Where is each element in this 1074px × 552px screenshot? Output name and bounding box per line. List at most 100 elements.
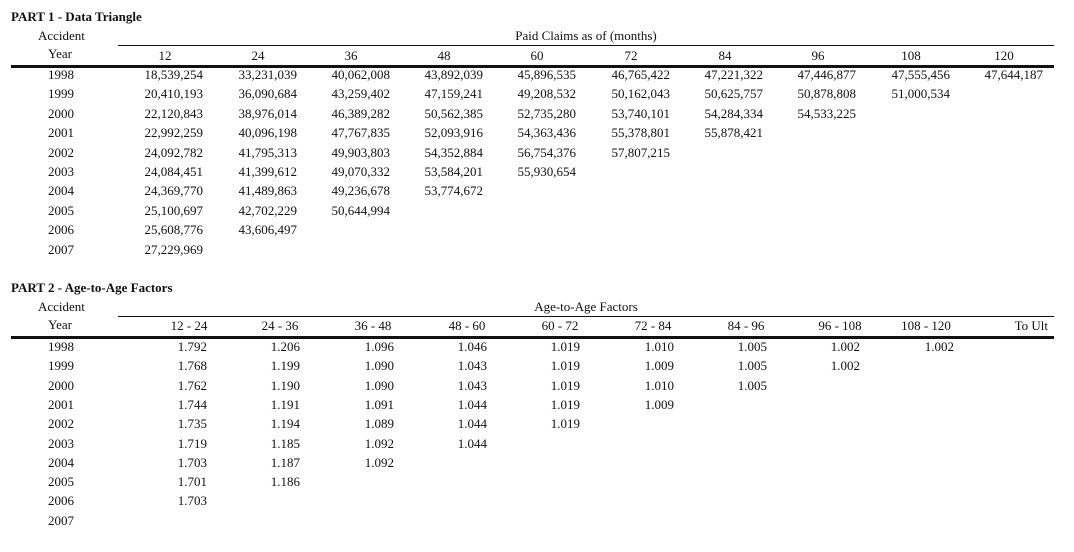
- part1-accident-year: 1998: [48, 67, 74, 82]
- part1-table-cell: 50,878,808: [797, 86, 857, 102]
- part1-table-cell: 54,284,334: [704, 105, 764, 121]
- part1-title: PART 1 - Data Triangle: [11, 9, 142, 24]
- part1-table-cell: 46,765,422: [611, 67, 671, 82]
- part1-table-cell: 25,100,697: [144, 202, 204, 218]
- part1-table-cell: 45,896,535: [517, 67, 577, 82]
- part2-table-cell: 1.735: [177, 416, 207, 432]
- part1-table-cell: 24,369,770: [144, 183, 204, 199]
- part2-col-header: 96 - 108: [818, 318, 862, 333]
- part1-table-cell: 50,162,043: [611, 86, 671, 102]
- part1-accident-year: 2007: [48, 241, 74, 257]
- part1-table-cell: 41,795,313: [238, 144, 298, 160]
- part2-table-cell: 1.090: [364, 377, 394, 393]
- part1-table-cell: 33,231,039: [238, 67, 298, 82]
- part1-table-cell: 18,539,254: [144, 67, 204, 82]
- part2-table-cell: 1.010: [644, 339, 674, 354]
- part1-table-cell: 43,606,497: [238, 222, 298, 238]
- part1-table-cell: 50,625,757: [704, 86, 764, 102]
- part2-col-header: 84 - 96: [727, 318, 765, 333]
- part1-table-cell: 57,807,215: [611, 144, 671, 160]
- part1-table-cell: 51,000,534: [891, 86, 951, 102]
- part1-table-cell: 24,084,451: [144, 164, 204, 179]
- part1-col-header: 108: [901, 48, 921, 63]
- part1-table-cell: 27,229,969: [144, 241, 204, 257]
- part1-table-cell: 53,584,201: [424, 164, 484, 179]
- part2-table-cell: 1.762: [177, 377, 207, 393]
- part1-table-cell: 49,236,678: [331, 183, 391, 199]
- part2-table-cell: 1.019: [550, 396, 580, 412]
- part1-table-cell: 53,740,101: [611, 105, 671, 121]
- part2-accident-year: 2002: [48, 416, 74, 432]
- part2-accident-year: 2003: [48, 435, 74, 451]
- part2-header-rule: [11, 336, 1054, 339]
- part2-col-header: 24 - 36: [261, 318, 299, 333]
- part1-table-cell: 41,399,612: [238, 164, 298, 179]
- part1-table-cell: 40,062,008: [331, 67, 391, 82]
- part2-title: PART 2 - Age-to-Age Factors: [11, 280, 173, 295]
- part2-col-header: 48 - 60: [448, 318, 486, 333]
- part2-accident-year: 2007: [48, 512, 74, 528]
- part1-table-cell: 55,878,421: [704, 125, 764, 141]
- part1-col-header: 96: [811, 48, 825, 63]
- part2-table-cell: 1.768: [177, 358, 207, 374]
- part2-col-header: 108 - 120: [901, 318, 951, 333]
- part2-table-cell: 1.009: [644, 358, 674, 374]
- part1-table-cell: 52,093,916: [424, 125, 484, 141]
- part2-table-cell: 1.092: [364, 435, 394, 451]
- part2-table-cell: 1.701: [177, 474, 207, 490]
- part2-table-cell: 1.199: [270, 358, 300, 374]
- part1-accident-year: 1999: [48, 86, 74, 102]
- part2-table-cell: 1.092: [364, 454, 394, 470]
- part1-table-cell: 49,070,332: [331, 164, 391, 179]
- part1-table-cell: 41,489,863: [238, 183, 298, 199]
- part2-accident-year: 2001: [48, 396, 74, 412]
- part1-col-header: 48: [437, 48, 451, 63]
- part2-accident-year: 2006: [48, 493, 74, 509]
- part1-col-header: 84: [718, 48, 732, 63]
- part1-table-cell: 24,092,782: [144, 144, 204, 160]
- part1-col-header: 12: [158, 48, 172, 63]
- part1-accident-year: 2000: [48, 105, 74, 121]
- part2-col-header: 60 - 72: [541, 318, 579, 333]
- part2-col-header: 12 - 24: [170, 318, 208, 333]
- part2-table-cell: 1.187: [270, 454, 300, 470]
- part1-table-cell: 47,221,322: [704, 67, 764, 82]
- part2-table-cell: 1.043: [457, 358, 487, 374]
- part2-table-cell: 1.002: [924, 339, 954, 354]
- part1-accident-year: 2002: [48, 144, 74, 160]
- part2-table-cell: 1.703: [177, 493, 207, 509]
- part2-table-cell: 1.044: [457, 416, 487, 432]
- part2-table-cell: 1.005: [737, 377, 767, 393]
- part1-table-cell: 53,774,672: [424, 183, 484, 199]
- part2-accident-year: 2004: [48, 454, 74, 470]
- part1-table-cell: 54,363,436: [517, 125, 577, 141]
- part2-table-cell: 1.044: [457, 435, 487, 451]
- part1-table-cell: 43,892,039: [424, 67, 484, 82]
- part1-group-rule: [118, 45, 1054, 46]
- part1-table-cell: 49,903,803: [331, 144, 391, 160]
- part1-table-cell: 50,644,994: [331, 202, 391, 218]
- part2-table-cell: 1.002: [830, 339, 860, 354]
- part2-table-cell: 1.703: [177, 454, 207, 470]
- part2-table-cell: 1.019: [550, 416, 580, 432]
- part1-table-cell: 52,735,280: [517, 105, 577, 121]
- part1-table-cell: 54,533,225: [797, 105, 857, 121]
- part1-accident-year: 2005: [48, 202, 74, 218]
- part2-table-cell: 1.019: [550, 377, 580, 393]
- part1-table-cell: 49,208,532: [517, 86, 577, 102]
- part2-table-cell: 1.792: [177, 339, 207, 354]
- part1-table-cell: 36,090,684: [238, 86, 298, 102]
- part2-group-title: Age-to-Age Factors: [534, 299, 638, 314]
- part2-table-cell: 1.744: [177, 396, 207, 412]
- part2-table-cell: 1.002: [830, 358, 860, 374]
- part1-table-cell: 22,120,843: [144, 105, 204, 121]
- part1-table-cell: 55,378,801: [611, 125, 671, 141]
- part2-table-cell: 1.044: [457, 396, 487, 412]
- part1-col-header: 60: [530, 48, 544, 63]
- part2-table-cell: 1.046: [457, 339, 487, 354]
- part1-table-cell: 38,976,014: [238, 105, 298, 121]
- part2-table-cell: 1.090: [364, 358, 394, 374]
- part1-accident-year: 2004: [48, 183, 74, 199]
- part1-table-cell: 56,754,376: [517, 144, 577, 160]
- part2-accident-year: 2000: [48, 377, 74, 393]
